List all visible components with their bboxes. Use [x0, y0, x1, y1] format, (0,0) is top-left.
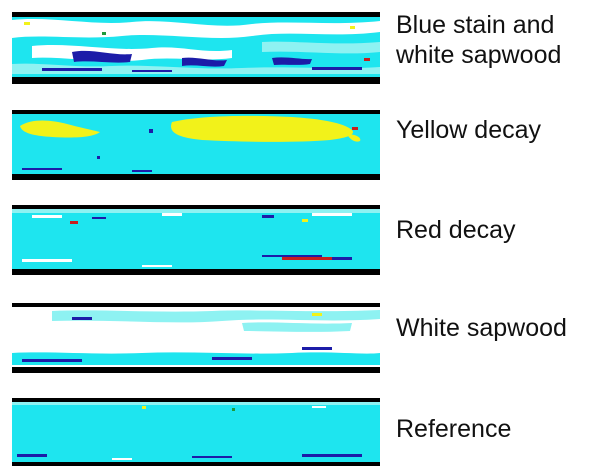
label-reference: Reference — [396, 415, 512, 443]
label-white-sapwood: White sapwood — [396, 314, 567, 342]
label-blue-stain-line2: white sapwood — [396, 41, 562, 69]
panel-reference — [12, 398, 380, 466]
label-yellow-decay: Yellow decay — [396, 116, 542, 144]
panel-white-sapwood — [12, 303, 380, 373]
red-decay-image — [12, 205, 380, 275]
panel-red-decay — [12, 205, 380, 275]
label-red-decay: Red decay — [396, 216, 516, 244]
blue-stain-image — [12, 12, 380, 84]
panel-yellow-decay — [12, 110, 380, 180]
panel-blue-stain — [12, 12, 380, 84]
reference-image — [12, 398, 380, 466]
yellow-decay-image — [12, 110, 380, 180]
label-blue-stain-line1: Blue stain and — [396, 11, 555, 39]
label-blue-stain: Blue stain and white sapwood — [396, 10, 561, 70]
white-sapwood-image — [12, 303, 380, 373]
